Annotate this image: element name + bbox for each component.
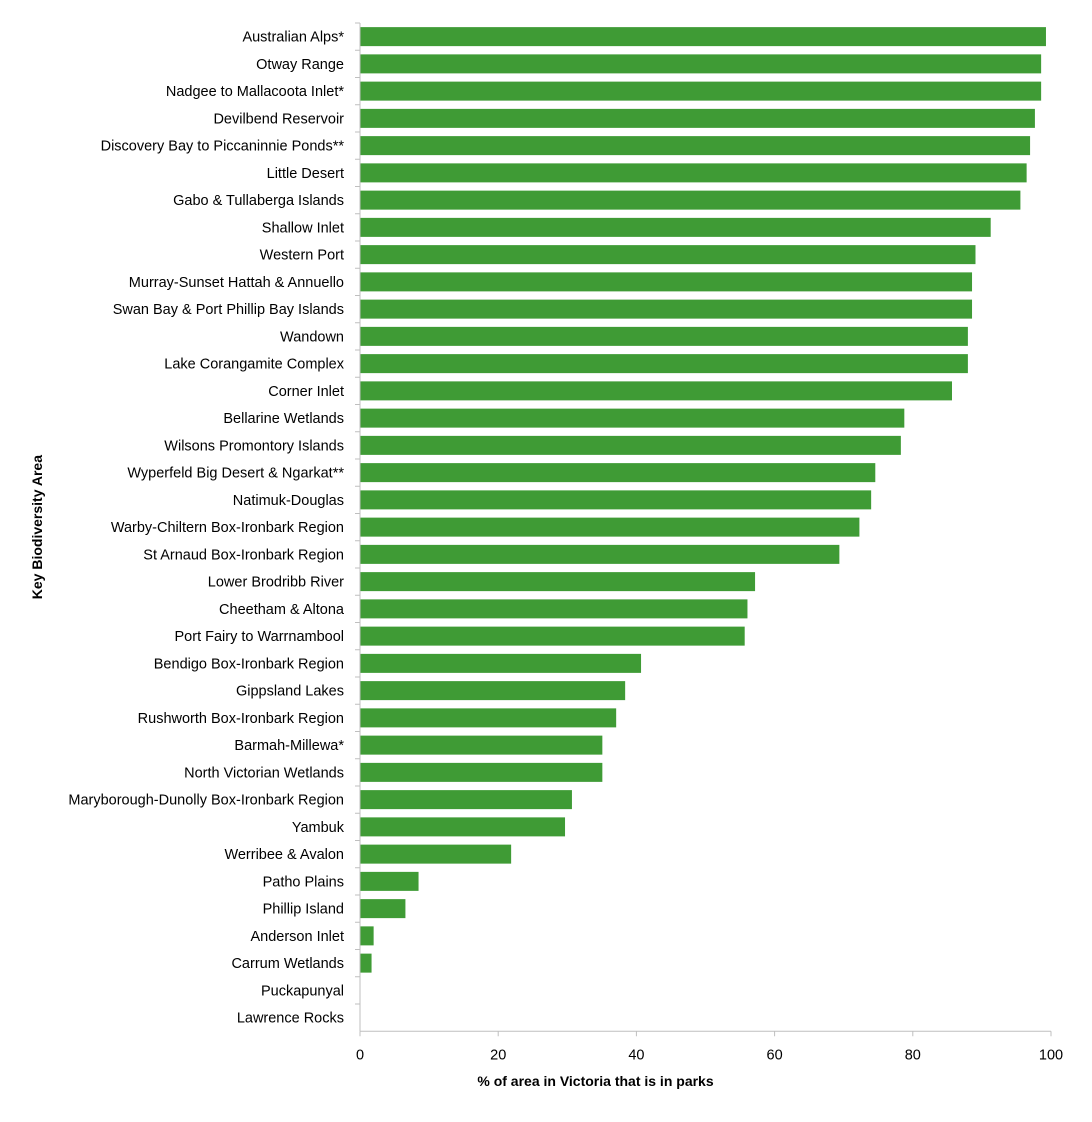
category-label: Murray-Sunset Hattah & Annuello bbox=[129, 275, 344, 291]
category-label: St Arnaud Box-Ironbark Region bbox=[143, 547, 344, 563]
bar bbox=[360, 844, 512, 864]
bar bbox=[360, 463, 876, 483]
y-axis-title: Key Biodiversity Area bbox=[29, 455, 45, 599]
category-label: Phillip Island bbox=[263, 902, 344, 918]
category-label: Corner Inlet bbox=[268, 384, 344, 400]
category-label: Werribee & Avalon bbox=[224, 847, 344, 863]
category-labels-group: Australian Alps* Otway Range Nadgee to Mal… bbox=[68, 30, 345, 1027]
category-label: Otway Range bbox=[256, 57, 344, 73]
bar bbox=[360, 544, 840, 564]
category-label: Patho Plains bbox=[263, 874, 344, 890]
x-axis: 0 20 40 60 80 100 bbox=[356, 1030, 1063, 1063]
category-label: Wandown bbox=[280, 329, 344, 345]
bar bbox=[360, 817, 566, 837]
x-axis-title: % of area in Victoria that is in parks bbox=[477, 1073, 713, 1089]
bar bbox=[360, 435, 901, 455]
category-label: Bellarine Wetlands bbox=[223, 411, 344, 427]
x-tick-label: 20 bbox=[490, 1047, 506, 1063]
x-tick-label: 80 bbox=[905, 1047, 921, 1063]
bar bbox=[360, 953, 372, 973]
bar bbox=[360, 790, 572, 810]
category-label: North Victorian Wetlands bbox=[184, 765, 344, 781]
bar bbox=[360, 217, 991, 237]
category-label: Wilsons Promontory Islands bbox=[164, 438, 344, 454]
bar bbox=[360, 926, 374, 946]
bar bbox=[360, 899, 406, 919]
category-label: Gippsland Lakes bbox=[236, 684, 344, 700]
bar bbox=[360, 381, 952, 401]
category-label: Lawrence Rocks bbox=[237, 1011, 344, 1027]
category-label: Australian Alps* bbox=[242, 30, 344, 46]
category-label: Nadgee to Mallacoota Inlet* bbox=[166, 84, 344, 100]
bar bbox=[360, 81, 1042, 101]
category-label: Gabo & Tullaberga Islands bbox=[173, 193, 344, 209]
category-label: Maryborough-Dunolly Box-Ironbark Region bbox=[68, 793, 344, 809]
bar bbox=[360, 517, 860, 537]
bar bbox=[360, 490, 872, 510]
bar bbox=[360, 54, 1042, 74]
bar bbox=[360, 572, 756, 592]
bar bbox=[360, 163, 1027, 183]
bar bbox=[360, 326, 968, 346]
category-label: Swan Bay & Port Phillip Bay Islands bbox=[113, 302, 344, 318]
category-label: Barmah-Millewa* bbox=[234, 738, 344, 754]
category-label: Warby-Chiltern Box-Ironbark Region bbox=[111, 520, 344, 536]
bar bbox=[360, 599, 748, 619]
x-tick-label: 0 bbox=[356, 1047, 364, 1063]
category-label: Western Port bbox=[260, 248, 344, 264]
bar bbox=[360, 27, 1046, 47]
category-label: Devilbend Reservoir bbox=[213, 111, 344, 127]
bar bbox=[360, 245, 976, 265]
bar bbox=[360, 354, 968, 374]
bar bbox=[360, 272, 973, 292]
x-tick-label: 100 bbox=[1039, 1047, 1063, 1063]
x-tick-label: 60 bbox=[767, 1047, 783, 1063]
category-label: Bendigo Box-Ironbark Region bbox=[154, 656, 344, 672]
category-label: Anderson Inlet bbox=[250, 929, 344, 945]
category-label: Discovery Bay to Piccaninnie Ponds** bbox=[101, 139, 345, 155]
bar bbox=[360, 762, 603, 782]
bar bbox=[360, 108, 1035, 128]
bar bbox=[360, 299, 973, 319]
bar bbox=[360, 408, 905, 428]
bar bbox=[360, 136, 1031, 156]
category-label: Yambuk bbox=[292, 820, 345, 836]
bars-group bbox=[360, 27, 1046, 973]
category-label: Cheetham & Altona bbox=[219, 602, 345, 618]
category-label: Lower Brodribb River bbox=[208, 575, 344, 591]
category-label: Natimuk-Douglas bbox=[233, 493, 344, 509]
bar bbox=[360, 735, 603, 755]
x-tick-label: 40 bbox=[628, 1047, 644, 1063]
category-label: Wyperfeld Big Desert & Ngarkat** bbox=[127, 466, 344, 482]
category-label: Shallow Inlet bbox=[262, 220, 344, 236]
bar bbox=[360, 653, 642, 673]
bar bbox=[360, 190, 1021, 210]
category-label: Rushworth Box-Ironbark Region bbox=[138, 711, 344, 727]
category-label: Puckapunyal bbox=[261, 983, 344, 999]
category-label: Lake Corangamite Complex bbox=[164, 357, 344, 373]
bar bbox=[360, 681, 626, 701]
category-label: Little Desert bbox=[267, 166, 344, 182]
bar bbox=[360, 871, 419, 891]
category-label: Carrum Wetlands bbox=[231, 956, 344, 972]
y-axis bbox=[355, 22, 361, 1032]
bar bbox=[360, 626, 745, 646]
category-label: Port Fairy to Warrnambool bbox=[175, 629, 344, 645]
bar bbox=[360, 708, 617, 728]
